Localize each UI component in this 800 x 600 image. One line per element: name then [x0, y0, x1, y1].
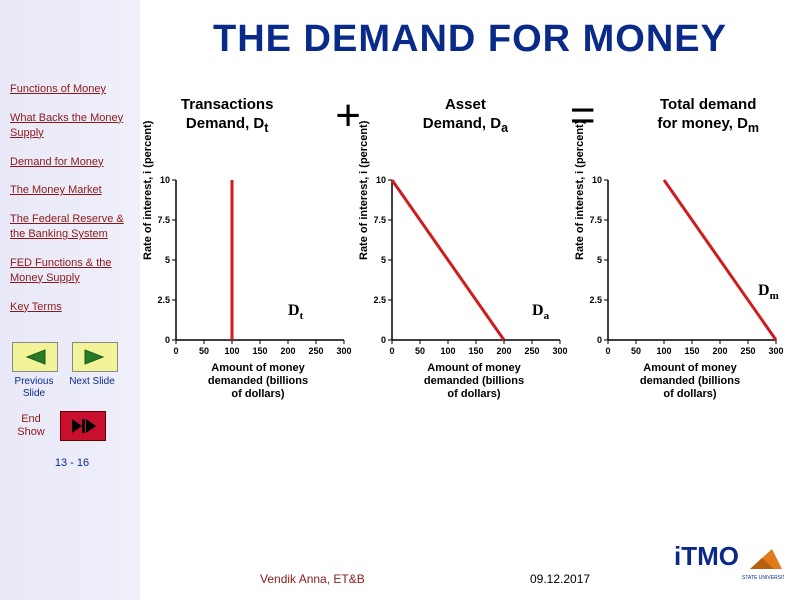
equation-row: Transactions Demand, Dt + Asset Demand, …: [150, 94, 790, 138]
svg-text:50: 50: [199, 346, 209, 356]
svg-text:0: 0: [605, 346, 610, 356]
eq-term-3-line2: for money, D: [657, 115, 748, 132]
svg-text:200: 200: [496, 346, 511, 356]
eq-term-1-sub: t: [264, 121, 268, 135]
svg-text:0: 0: [165, 335, 170, 345]
next-slide-label: Next Slide: [66, 376, 118, 399]
svg-text:5: 5: [381, 255, 386, 265]
svg-text:10: 10: [592, 175, 602, 185]
svg-text:50: 50: [631, 346, 641, 356]
sidebar-link-2[interactable]: Demand for Money: [10, 155, 134, 170]
svg-text:100: 100: [440, 346, 455, 356]
equation-term-1: Transactions Demand, Dt: [181, 96, 274, 136]
svg-text:300: 300: [768, 346, 783, 356]
svg-text:250: 250: [740, 346, 755, 356]
series-label: Da: [532, 302, 550, 322]
eq-term-3-sub: m: [748, 121, 759, 135]
sidebar-link-0[interactable]: Functions of Money: [10, 82, 134, 97]
svg-text:300: 300: [336, 346, 351, 356]
svg-text:10: 10: [160, 175, 170, 185]
svg-text:150: 150: [468, 346, 483, 356]
svg-text:0: 0: [389, 346, 394, 356]
eq-term-2-sub: a: [501, 121, 508, 135]
svg-text:7.5: 7.5: [373, 215, 386, 225]
sidebar-link-5[interactable]: FED Functions & the Money Supply: [10, 256, 134, 286]
chart-0: Rate of interest, i (percent)02.557.5100…: [150, 170, 358, 420]
itmo-logo: iTMO STATE UNIVERSITY: [674, 535, 784, 588]
svg-text:5: 5: [597, 255, 602, 265]
chart-plot: 02.557.510050100150200250300Dt: [176, 180, 344, 340]
next-slide-button[interactable]: [72, 342, 118, 372]
chart-ylabel: Rate of interest, i (percent): [574, 121, 586, 260]
svg-text:7.5: 7.5: [589, 215, 602, 225]
svg-text:2.5: 2.5: [589, 295, 602, 305]
svg-text:10: 10: [376, 175, 386, 185]
svg-text:0: 0: [381, 335, 386, 345]
svg-text:100: 100: [656, 346, 671, 356]
sidebar-link-3[interactable]: The Money Market: [10, 183, 134, 198]
page-number: 13 - 16: [10, 457, 134, 469]
eq-term-3-line1: Total demand: [660, 96, 756, 113]
chart-xlabel: Amount of moneydemanded (billionsof doll…: [168, 362, 348, 402]
svg-text:150: 150: [684, 346, 699, 356]
sidebar-link-1[interactable]: What Backs the Money Supply: [10, 111, 134, 141]
series-label: Dt: [288, 302, 304, 322]
sidebar-link-4[interactable]: The Federal Reserve & the Banking System: [10, 212, 134, 242]
svg-text:2.5: 2.5: [373, 295, 386, 305]
chart-2: Rate of interest, i (percent)02.557.5100…: [582, 170, 790, 420]
end-show-icon: [68, 417, 98, 435]
chart-plot: 02.557.510050100150200250300Da: [392, 180, 560, 340]
sidebar-link-6[interactable]: Key Terms: [10, 300, 134, 315]
svg-text:300: 300: [552, 346, 567, 356]
footer-author: Vendik Anna, ET&B: [260, 572, 365, 586]
svg-text:250: 250: [524, 346, 539, 356]
series-line: [392, 180, 504, 340]
svg-text:5: 5: [165, 255, 170, 265]
prev-slide-button[interactable]: [12, 342, 58, 372]
triangle-left-icon: [21, 348, 49, 366]
svg-text:200: 200: [712, 346, 727, 356]
svg-text:0: 0: [597, 335, 602, 345]
chart-xlabel: Amount of moneydemanded (billionsof doll…: [384, 362, 564, 402]
chart-xlabel: Amount of moneydemanded (billionsof doll…: [600, 362, 780, 402]
svg-text:STATE UNIVERSITY: STATE UNIVERSITY: [742, 575, 784, 581]
equation-term-2: Asset Demand, Da: [423, 96, 508, 136]
svg-text:50: 50: [415, 346, 425, 356]
footer-date: 09.12.2017: [530, 572, 590, 586]
triangle-right-icon: [81, 348, 109, 366]
series-line: [664, 180, 776, 340]
equation-term-3: Total demand for money, Dm: [657, 96, 759, 136]
end-show-button[interactable]: [60, 411, 106, 441]
svg-text:100: 100: [224, 346, 239, 356]
eq-term-1-line2: Demand, D: [186, 115, 264, 132]
end-show-label: End Show: [12, 413, 50, 439]
itmo-logo-icon: iTMO STATE UNIVERSITY: [674, 535, 784, 583]
svg-text:7.5: 7.5: [157, 215, 170, 225]
sidebar: Functions of Money What Backs the Money S…: [0, 0, 140, 600]
page-title: THE DEMAND FOR MONEY: [150, 18, 790, 61]
eq-term-2-line1: Asset: [445, 96, 486, 113]
prev-slide-label: Previous Slide: [8, 376, 60, 399]
eq-term-2-line2: Demand, D: [423, 115, 501, 132]
svg-text:150: 150: [252, 346, 267, 356]
svg-text:200: 200: [280, 346, 295, 356]
sidebar-links: Functions of Money What Backs the Money S…: [10, 82, 134, 314]
logo-text: iTMO: [674, 541, 739, 571]
chart-ylabel: Rate of interest, i (percent): [358, 121, 370, 260]
chart-ylabel: Rate of interest, i (percent): [142, 121, 154, 260]
series-label: Dm: [758, 282, 779, 302]
svg-text:2.5: 2.5: [157, 295, 170, 305]
svg-text:0: 0: [173, 346, 178, 356]
chart-plot: 02.557.510050100150200250300Dm: [608, 180, 776, 340]
chart-1: Rate of interest, i (percent)02.557.5100…: [366, 170, 574, 420]
nav-buttons: Previous Slide Next Slide End Show 13 - …: [10, 342, 134, 469]
eq-term-1-line1: Transactions: [181, 96, 274, 113]
charts-row: Rate of interest, i (percent)02.557.5100…: [150, 170, 790, 420]
svg-text:250: 250: [308, 346, 323, 356]
